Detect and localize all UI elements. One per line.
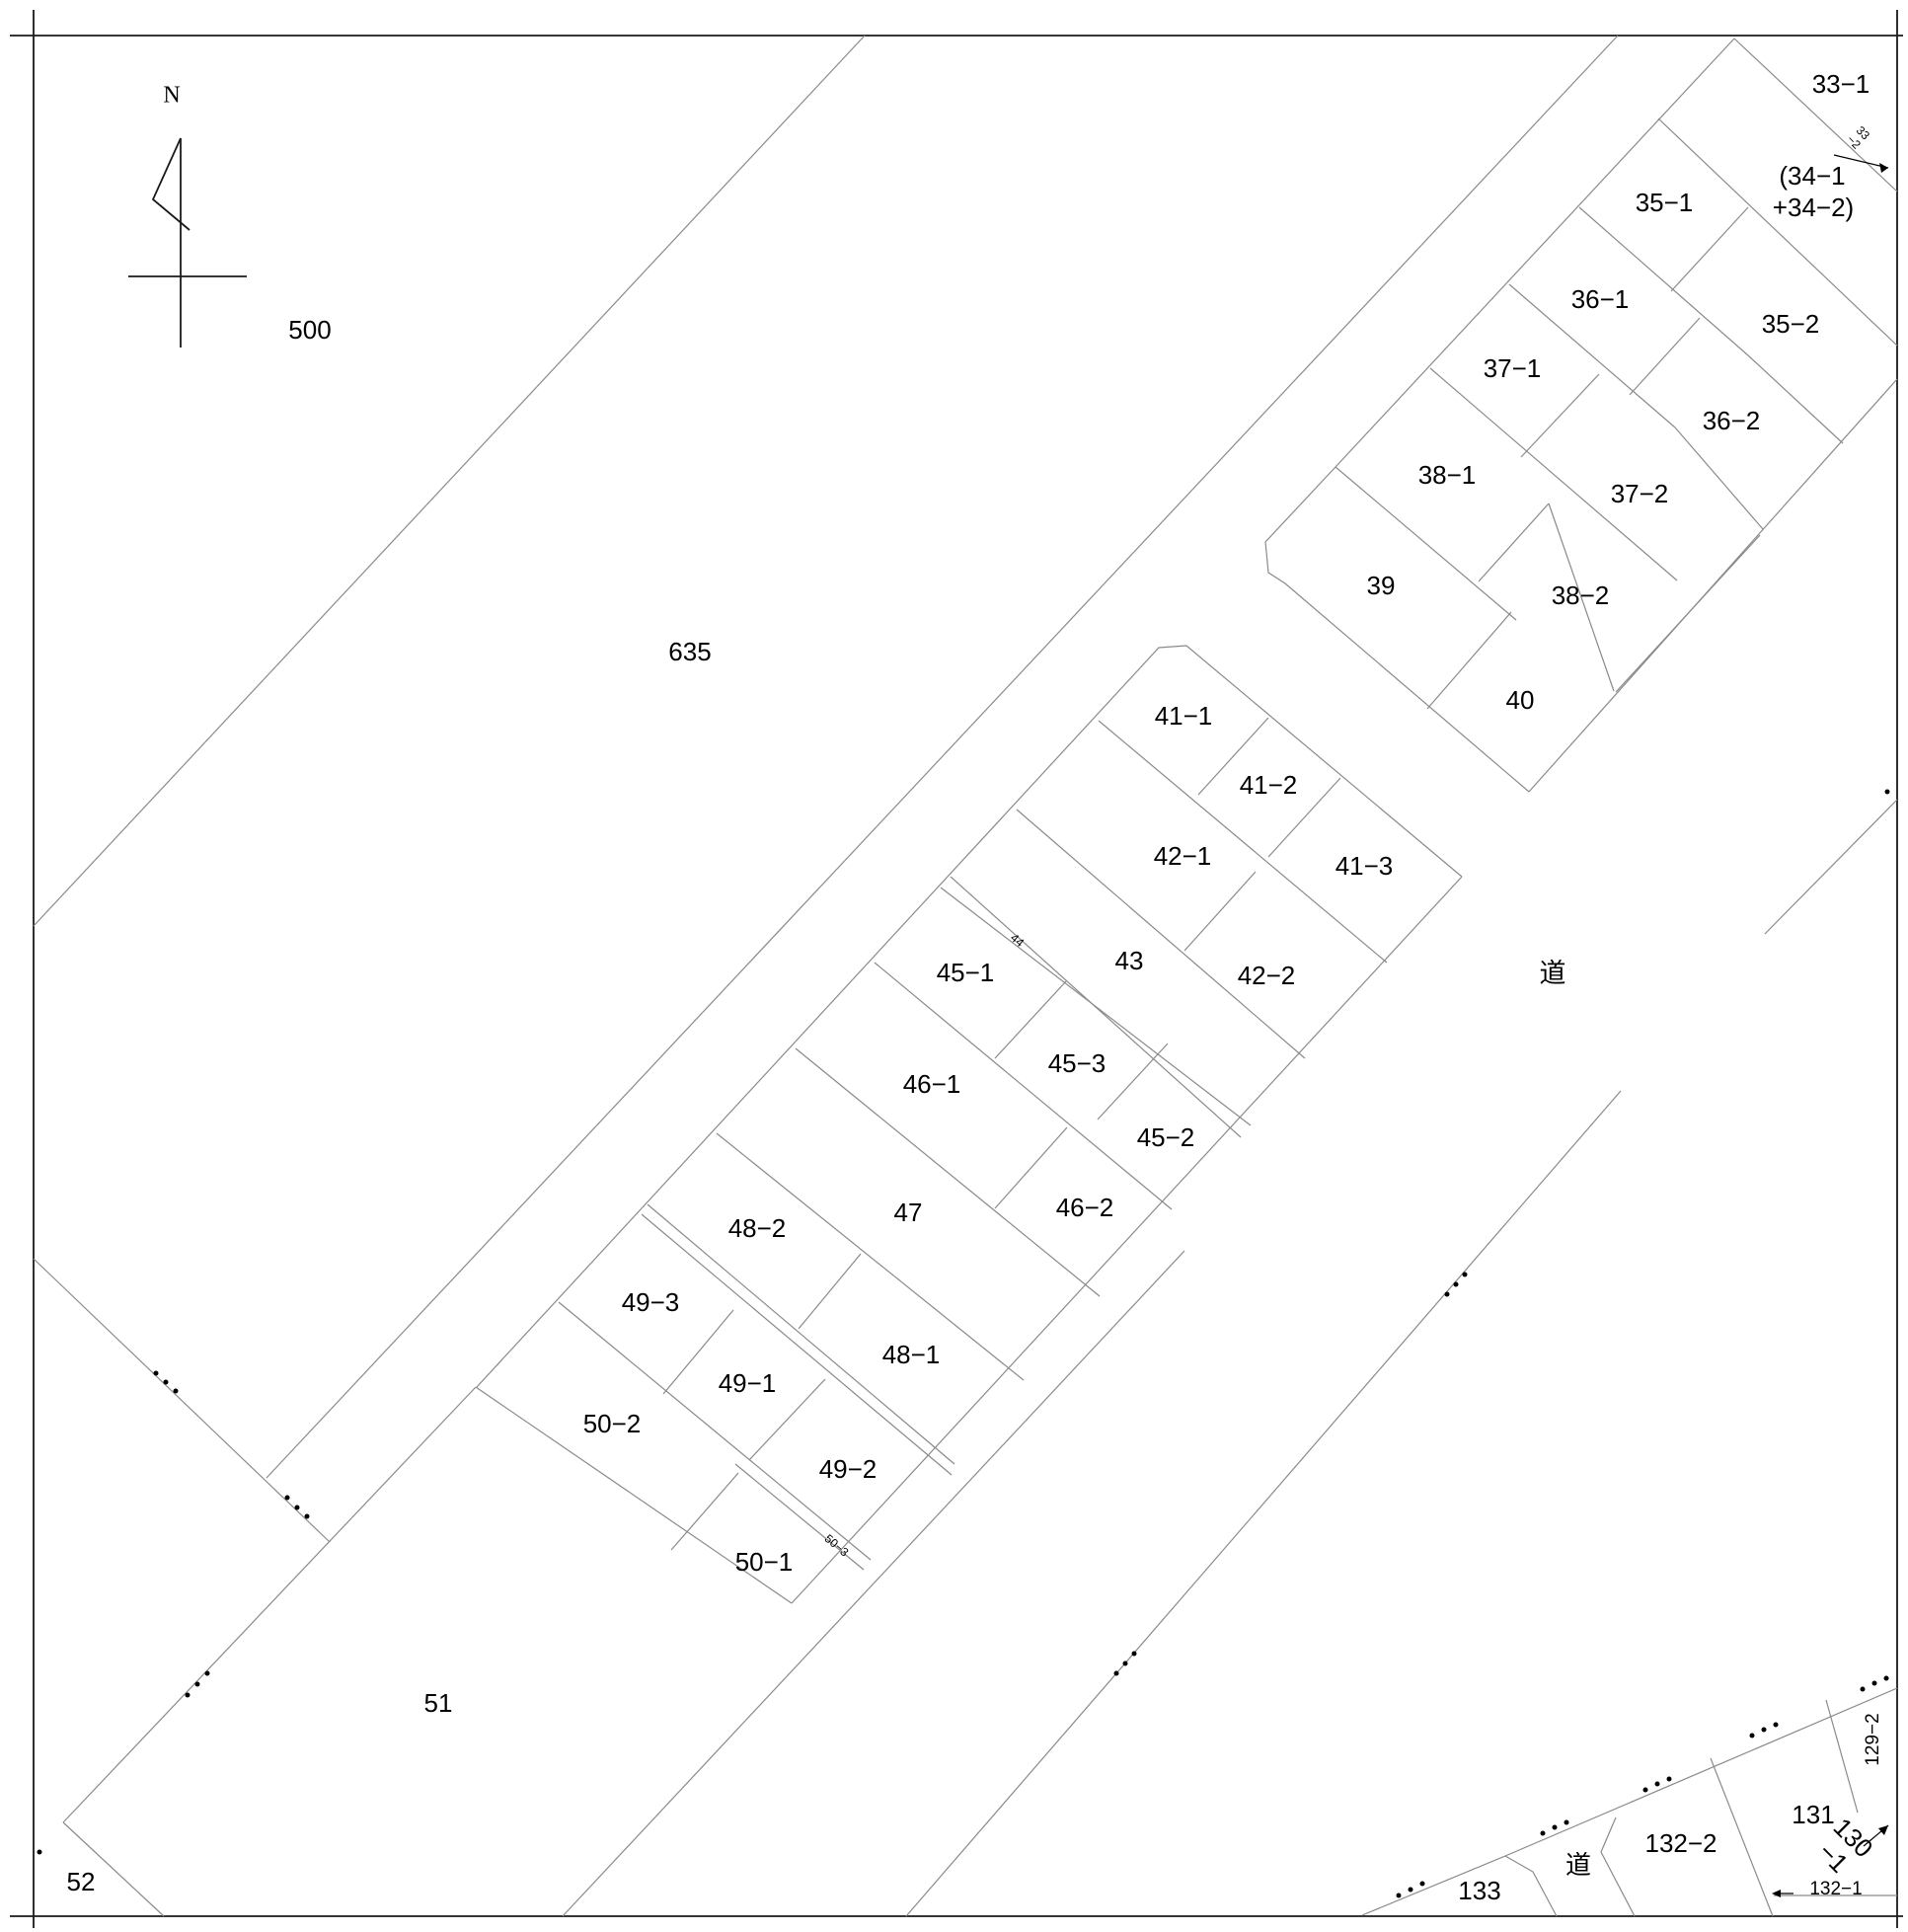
parcel-label-34b: +34−2) — [1773, 193, 1854, 222]
parcel-label-635: 635 — [668, 637, 711, 666]
parcel-label-35-2: 35−2 — [1762, 309, 1820, 339]
parcel-label-50-1: 50−1 — [735, 1547, 794, 1577]
parcel-label-38-2: 38−2 — [1552, 580, 1610, 610]
parcel-label-49-1: 49−1 — [719, 1368, 777, 1398]
parcel-label-39: 39 — [1367, 571, 1396, 600]
parcel-label-41-2: 41−2 — [1240, 770, 1298, 800]
parcel-label-35-1: 35−1 — [1636, 188, 1694, 217]
parcel-label-36-1: 36−1 — [1571, 284, 1630, 314]
parcel-boundaries — [33, 35, 1898, 1917]
parcel-label-49-3: 49−3 — [622, 1287, 680, 1317]
parcel-label-46-2: 46−2 — [1056, 1193, 1114, 1222]
parcel-label-33-2: 33−2 — [1844, 123, 1872, 152]
north-label: N — [163, 83, 180, 109]
map-frame — [10, 10, 1903, 1928]
parcel-label-44: 44 — [1008, 931, 1027, 951]
boundary-dot-markers — [37, 789, 1890, 1898]
parcel-label-37-2: 37−2 — [1611, 479, 1669, 508]
parcel-label-37-1: 37−1 — [1484, 353, 1542, 383]
parcel-label-41-3: 41−3 — [1336, 851, 1394, 881]
road-label-south: 道 — [1565, 1850, 1591, 1880]
parcel-label-43: 43 — [1115, 946, 1144, 975]
parcel-label-49-2: 49−2 — [819, 1454, 878, 1484]
parcel-label-45-2: 45−2 — [1137, 1122, 1195, 1152]
parcel-label-132-1: 132−1 — [1809, 1879, 1862, 1899]
parcel-label-50-2: 50−2 — [583, 1409, 642, 1438]
parcel-label-36-2: 36−2 — [1703, 406, 1761, 435]
parcel-label-48-1: 48−1 — [882, 1340, 941, 1369]
parcel-label-45-1: 45−1 — [937, 958, 995, 987]
parcel-label-41-1: 41−1 — [1155, 701, 1213, 731]
pointer-arrows — [1772, 154, 1889, 1897]
parcel-label-42-2: 42−2 — [1238, 961, 1296, 990]
parcel-label-500: 500 — [288, 315, 331, 345]
parcel-label-33-1: 33−1 — [1812, 69, 1870, 99]
parcel-label-51: 51 — [424, 1688, 453, 1718]
parcel-label-48-2: 48−2 — [728, 1213, 787, 1243]
north-arrow-icon: N — [128, 83, 247, 348]
parcel-label-40: 40 — [1506, 685, 1535, 715]
parcel-label-133: 133 — [1458, 1876, 1500, 1905]
parcel-label-129-2: 129−2 — [1863, 1713, 1883, 1765]
road-label: 道 — [1540, 959, 1566, 988]
parcel-label-46-1: 46−1 — [903, 1069, 961, 1099]
parcel-labels: 500 635 33−1 33−2 (34−1 +34−2) 35−1 35−2… — [67, 69, 1883, 1905]
parcel-label-34a: (34−1 — [1779, 161, 1845, 191]
parcel-label-45-3: 45−3 — [1048, 1048, 1107, 1078]
parcel-label-132-2: 132−2 — [1644, 1828, 1717, 1858]
parcel-label-38-1: 38−1 — [1418, 460, 1477, 490]
parcel-label-47: 47 — [894, 1198, 923, 1227]
parcel-label-52: 52 — [67, 1867, 96, 1896]
parcel-label-42-1: 42−1 — [1154, 841, 1212, 871]
parcel-label-131: 131 — [1792, 1800, 1834, 1829]
